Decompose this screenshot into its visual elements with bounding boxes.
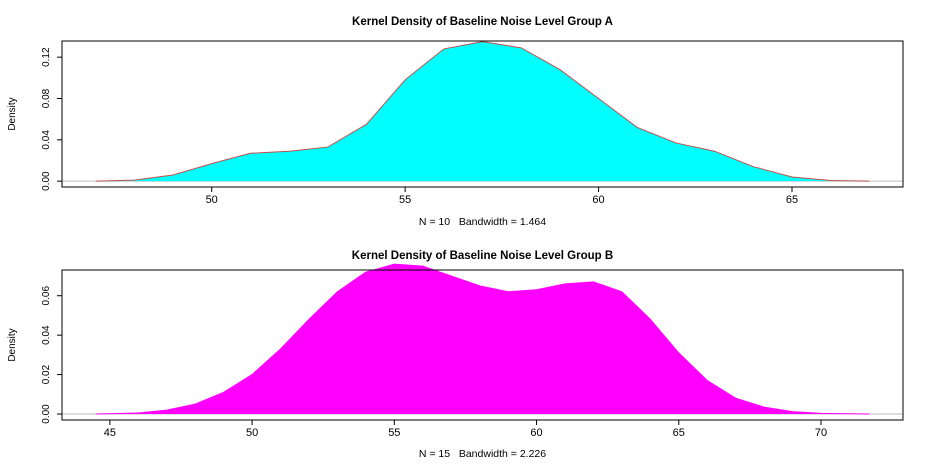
y-tick-label: 0.04	[41, 130, 52, 150]
x-tick-label: 65	[786, 194, 798, 206]
density-line	[95, 41, 870, 182]
y-tick-label: 0.06	[41, 286, 52, 306]
x-tick-label: 60	[592, 194, 604, 206]
plot-frame	[61, 269, 904, 421]
y-axis-label: Density	[7, 328, 18, 361]
x-tick-label: 60	[530, 427, 542, 439]
density-line	[95, 263, 870, 415]
y-tick-label: 0.00	[41, 171, 52, 191]
y-tick-label: 0.00	[41, 404, 52, 424]
y-axis-label: Density	[7, 97, 18, 130]
density-area	[95, 264, 870, 414]
y-tick-label: 0.08	[41, 88, 52, 108]
chart-panel-b: Kernel Density of Baseline Noise Level G…	[7, 250, 904, 460]
x-tick-label: 65	[673, 427, 685, 439]
chart-title: Kernel Density of Baseline Noise Level G…	[352, 250, 613, 262]
x-tick-label: 55	[388, 427, 400, 439]
x-axis-label: N = 10 Bandwidth = 1.464	[419, 216, 546, 228]
x-tick-label: 50	[206, 194, 218, 206]
density-area	[95, 41, 870, 182]
x-axis-label: N = 15 Bandwidth = 2.226	[419, 448, 546, 460]
x-tick-label: 45	[104, 427, 116, 439]
plot-frame	[61, 40, 904, 188]
x-tick-label: 50	[246, 427, 258, 439]
y-tick-label: 0.02	[41, 364, 52, 384]
chart-panel-a: Kernel Density of Baseline Noise Level G…	[7, 16, 904, 228]
x-tick-label: 70	[815, 427, 827, 439]
y-tick-label: 0.04	[41, 325, 52, 345]
chart-title: Kernel Density of Baseline Noise Level G…	[352, 16, 613, 28]
y-tick-label: 0.12	[41, 47, 52, 67]
x-tick-label: 55	[399, 194, 411, 206]
